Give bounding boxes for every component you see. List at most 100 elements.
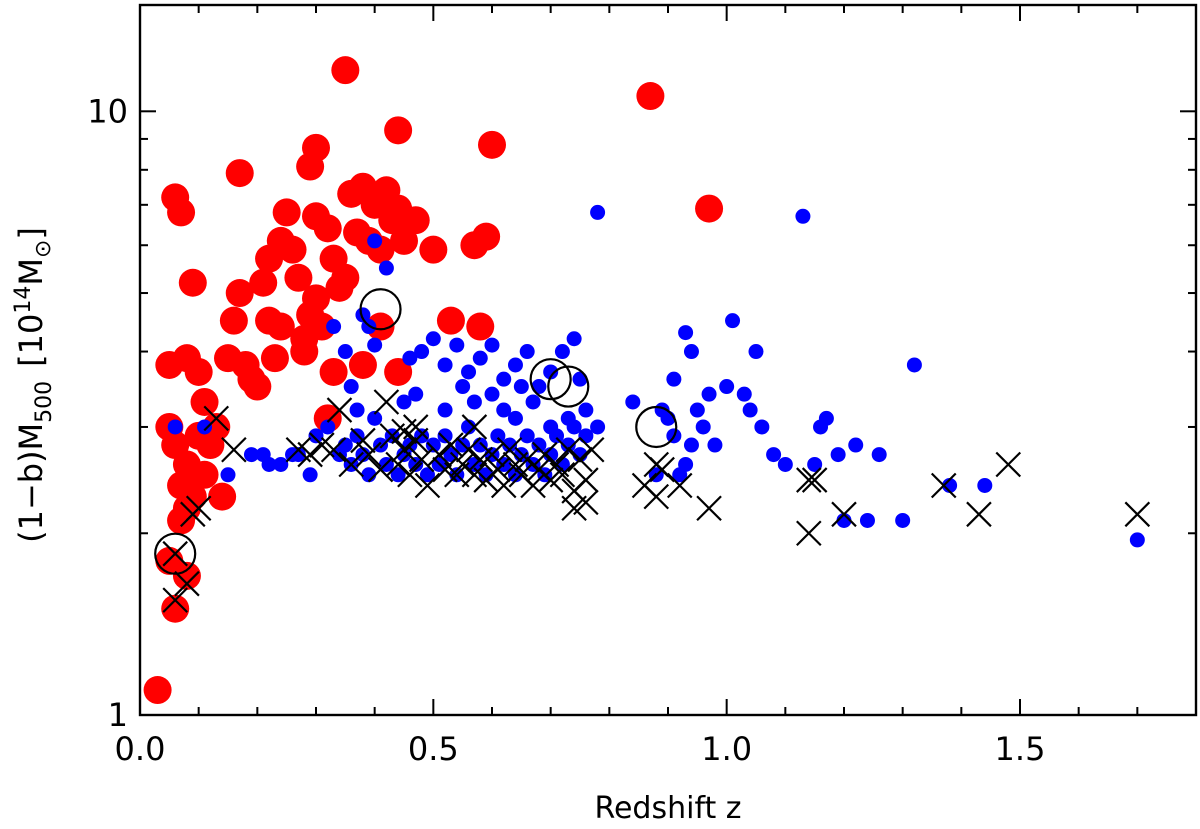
- blue-cluster-point: [707, 437, 723, 453]
- blue-cluster-point: [848, 437, 864, 453]
- blue-cluster-point: [531, 437, 547, 453]
- blue-cluster-point: [402, 350, 418, 366]
- cross-marker: [162, 540, 188, 567]
- blue-cluster-point: [455, 379, 471, 395]
- red-cluster-point: [219, 306, 248, 335]
- blue-cluster-point: [818, 410, 834, 426]
- blue-cluster-point: [419, 467, 435, 483]
- blue-cluster-point: [807, 456, 823, 472]
- cross-marker: [573, 489, 599, 516]
- red-cluster-point: [208, 482, 237, 511]
- blue-cluster-point: [560, 410, 576, 426]
- blue-cluster-point: [461, 419, 477, 435]
- blue-cluster-point: [507, 410, 523, 426]
- blue-cluster-point: [701, 386, 717, 402]
- blue-cluster-point: [167, 419, 183, 435]
- blue-cluster-point: [337, 437, 353, 453]
- blue-cluster-point: [373, 437, 389, 453]
- blue-cluster-point: [543, 419, 559, 435]
- blue-cluster-point: [197, 419, 213, 435]
- red-cluster-point: [302, 284, 330, 313]
- red-cluster-point: [636, 82, 665, 111]
- y-label-unit-sub: ⊙: [31, 240, 56, 258]
- blue-cluster-point: [859, 512, 875, 528]
- cross-marker: [162, 587, 188, 613]
- blue-cluster-point: [590, 419, 606, 435]
- blue-cluster-point: [449, 337, 465, 353]
- blue-cluster-point: [378, 260, 394, 276]
- blue-cluster-point: [349, 402, 365, 418]
- open-circle-marker: [547, 365, 590, 408]
- red-cluster-point: [331, 263, 360, 292]
- red-cluster-point: [466, 312, 495, 341]
- red-cluster-point: [143, 676, 172, 705]
- blue-cluster-point: [543, 447, 559, 463]
- cross-marker: [643, 483, 670, 510]
- cross-marker: [185, 495, 212, 522]
- blue-cluster-point: [695, 419, 711, 435]
- red-cluster-point: [260, 344, 289, 373]
- blue-cluster-point: [578, 402, 594, 418]
- plot-frame: [138, 3, 1198, 717]
- cross-marker: [221, 436, 247, 463]
- blue-cluster-point: [484, 337, 500, 353]
- blue-cluster-point: [302, 467, 318, 483]
- cross-marker: [966, 501, 992, 528]
- cross-marker: [356, 441, 382, 468]
- cross-marker: [455, 436, 482, 463]
- blue-cluster-point: [725, 313, 741, 329]
- red-cluster-point: [366, 312, 395, 341]
- cross-marker: [408, 446, 435, 473]
- open-circle-marker: [529, 358, 572, 401]
- red-cluster-point: [319, 357, 348, 386]
- blue-cluster-point: [683, 437, 699, 453]
- blue-cluster-point: [830, 447, 846, 463]
- cross-marker: [649, 456, 675, 483]
- red-cluster-point: [202, 412, 231, 441]
- red-cluster-point: [478, 130, 506, 159]
- blue-cluster-point: [355, 447, 371, 463]
- red-cluster-point: [225, 159, 254, 188]
- cross-marker: [174, 570, 200, 597]
- cross-marker: [479, 441, 505, 468]
- red-cluster-point: [348, 350, 377, 379]
- red-cluster-point: [278, 235, 307, 264]
- cross-marker: [549, 461, 576, 488]
- red-cluster-point: [284, 263, 313, 292]
- blue-cluster-point: [425, 437, 441, 453]
- cross-marker: [831, 501, 857, 528]
- blue-cluster-point: [396, 394, 412, 410]
- cross-marker: [414, 472, 441, 499]
- blue-cluster-point: [220, 467, 236, 483]
- cross-marker: [995, 451, 1022, 478]
- cross-marker: [573, 467, 599, 493]
- tick-labels: 0.0 0.5 1.0 1.5 1 10: [87, 92, 1045, 768]
- y-tick-label: 10: [87, 92, 128, 130]
- cross-marker: [561, 495, 587, 522]
- cross-marker: [532, 441, 558, 468]
- blue-cluster-point: [795, 208, 811, 224]
- blue-cluster-point: [355, 307, 371, 323]
- cross-marker: [350, 427, 376, 454]
- red-cluster-point: [249, 268, 278, 297]
- cross-marker: [696, 495, 722, 522]
- blue-cluster-point: [367, 233, 383, 249]
- red-cluster-point: [384, 357, 413, 386]
- blue-cluster-point: [560, 437, 576, 453]
- blue-cluster-point: [666, 371, 682, 387]
- blue-cluster-point: [748, 344, 764, 360]
- red-cluster-point: [436, 306, 465, 335]
- blue-cluster-point: [466, 394, 482, 410]
- red-cluster-point: [331, 56, 360, 85]
- blue-cluster-point: [590, 204, 606, 220]
- blue-cluster-point: [343, 379, 359, 395]
- cross-marker: [930, 472, 957, 499]
- y-tick-label: 1: [108, 696, 128, 734]
- red-cluster-point: [266, 312, 295, 341]
- blue-cluster-point: [678, 325, 694, 341]
- cross-marker: [461, 414, 488, 440]
- x-tick-label: 0.5: [408, 730, 459, 768]
- blue-cluster-point: [777, 456, 793, 472]
- x-tick-label: 1.5: [995, 730, 1046, 768]
